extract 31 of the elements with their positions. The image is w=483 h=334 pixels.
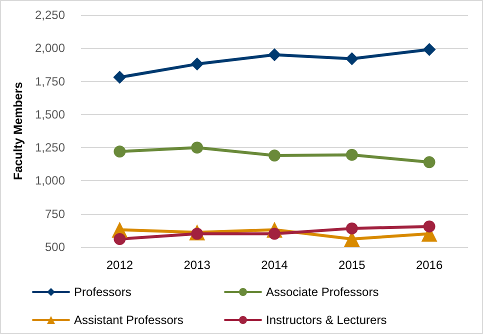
point bbox=[114, 233, 126, 246]
legend-label: Assistant Professors bbox=[74, 313, 184, 327]
point bbox=[113, 70, 126, 84]
point bbox=[423, 220, 436, 232]
x-tick-label: 2014 bbox=[261, 258, 288, 272]
x-tick-label: 2016 bbox=[416, 258, 443, 272]
point bbox=[268, 150, 280, 162]
legend-label: Instructors & Lecturers bbox=[266, 313, 387, 327]
x-tick-label: 2015 bbox=[338, 258, 366, 272]
point bbox=[191, 142, 204, 154]
point bbox=[423, 156, 436, 168]
point bbox=[268, 48, 281, 62]
point bbox=[190, 58, 204, 71]
point bbox=[346, 148, 358, 161]
point bbox=[346, 222, 358, 234]
y-axis-title: Faculty Members bbox=[11, 82, 26, 180]
point bbox=[345, 52, 358, 66]
y-tick-label: 2,000 bbox=[34, 41, 66, 56]
point bbox=[114, 146, 126, 158]
x-tick-label: 2012 bbox=[106, 258, 134, 272]
y-tick-label: 1,500 bbox=[34, 107, 66, 122]
y-tick-label: 500 bbox=[44, 240, 66, 254]
x-tick-label: 2013 bbox=[184, 258, 211, 272]
y-tick-label: 1,750 bbox=[34, 74, 66, 88]
y-tick-label: 750 bbox=[44, 206, 66, 221]
legend-label: Associate Professors bbox=[266, 285, 379, 299]
y-tick-label: 2,250 bbox=[34, 8, 66, 22]
point bbox=[422, 42, 436, 56]
y-tick-label: 1,000 bbox=[34, 174, 66, 188]
legend-label: Professors bbox=[74, 285, 132, 299]
y-tick-label: 1,250 bbox=[34, 140, 66, 155]
